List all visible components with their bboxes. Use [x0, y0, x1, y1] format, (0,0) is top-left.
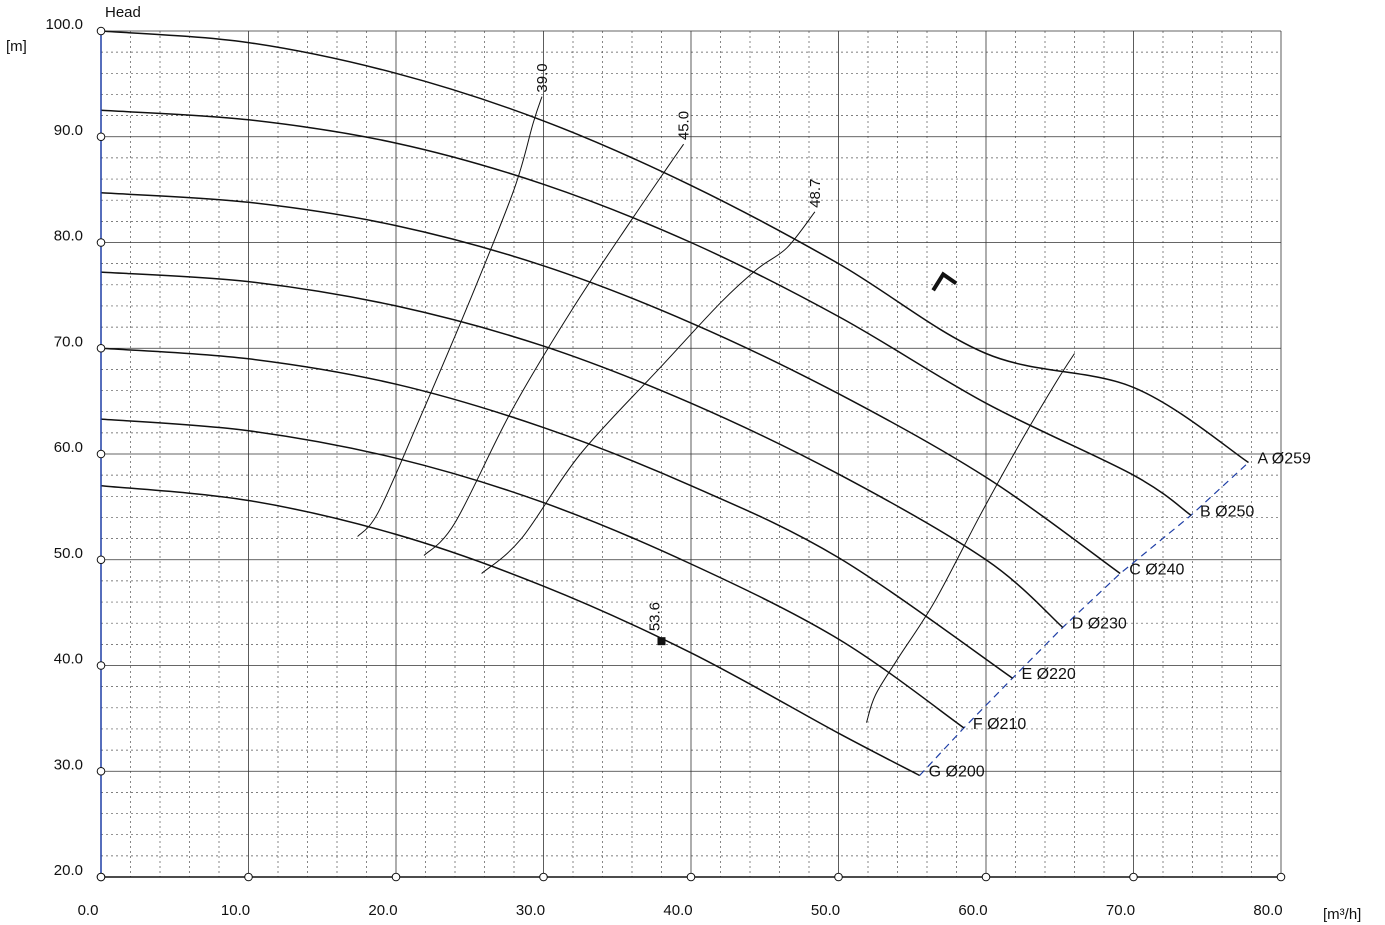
efficiency-contour-line: [866, 353, 1075, 723]
y-tick-marker: [96, 343, 106, 353]
x-tick-label: 70.0: [1106, 902, 1135, 919]
x-tick-label: 40.0: [663, 902, 692, 919]
tick-labels: 20.0 30.0 40.0 50.0 60.0 70.0 80.0 90.0 100.0 0.0…: [45, 16, 1282, 919]
x-tick-marker: [1276, 872, 1286, 882]
impeller-curve-label: D Ø230: [1072, 615, 1127, 632]
impeller-curve-line: [100, 192, 1121, 575]
operating-point-marker: [657, 637, 666, 646]
impeller-curves: A Ø259 B Ø250 C Ø240 D Ø230 E Ø220 F Ø210 G Ø2…: [100, 30, 1311, 780]
impeller-curve-label: G Ø200: [929, 763, 985, 780]
operating-point-label: 53.6: [647, 602, 664, 631]
impeller-curve-line: [100, 347, 1013, 679]
y-tick-marker: [96, 238, 106, 247]
axes: [96, 26, 1286, 882]
efficiency-contour-line: [481, 211, 816, 574]
efficiency-contour-label: 48.7: [807, 179, 824, 208]
y-tick-marker: [96, 26, 106, 36]
impeller-curve-line: [100, 109, 1192, 516]
y-tick-marker: [96, 766, 106, 776]
x-tick-marker: [539, 872, 548, 882]
x-tick-marker: [834, 872, 843, 882]
y-tick-label: 70.0: [54, 333, 83, 350]
x-tick-marker: [96, 872, 106, 882]
efficiency-contour-line: [423, 143, 685, 556]
y-axis-unit: [m]: [6, 38, 27, 55]
efficiency-contour-line: [357, 96, 543, 537]
y-axis-label: Head: [105, 4, 141, 21]
efficiency-contour-label: 39.0: [534, 63, 551, 92]
x-tick-marker: [981, 872, 991, 882]
x-tick-label: 80.0: [1253, 902, 1282, 919]
impeller-curve-label: A Ø259: [1258, 450, 1311, 467]
x-tick-marker: [686, 872, 696, 882]
y-tick-marker: [96, 661, 106, 670]
y-tick-label: 90.0: [54, 122, 83, 139]
x-tick-label: 10.0: [221, 902, 250, 919]
impeller-curve-label: F Ø210: [973, 716, 1026, 733]
y-tick-label: 60.0: [54, 439, 83, 456]
x-axis-unit: [m³/h]: [1323, 906, 1361, 923]
arrow-cursor-icon: [931, 271, 958, 292]
impeller-curve-line: [100, 271, 1064, 628]
y-tick-label: 30.0: [54, 756, 83, 773]
x-tick-label: 30.0: [516, 902, 545, 919]
y-tick-label: 20.0: [54, 862, 83, 879]
y-tick-marker: [96, 555, 106, 565]
y-tick-marker: [96, 132, 106, 142]
impeller-curve-label: B Ø250: [1200, 503, 1254, 520]
x-tick-label: 50.0: [811, 902, 840, 919]
x-tick-marker: [1129, 872, 1138, 882]
impeller-curve-line: [100, 30, 1249, 464]
impeller-curve-line: [100, 484, 920, 777]
x-tick-label: 0.0: [78, 902, 99, 919]
y-tick-label: 100.0: [45, 16, 83, 33]
y-tick-label: 40.0: [54, 651, 83, 668]
x-tick-label: 20.0: [368, 902, 397, 919]
y-tick-label: 80.0: [54, 228, 83, 245]
y-tick-label: 50.0: [54, 545, 83, 562]
x-tick-marker: [244, 872, 253, 882]
efficiency-contour-label: 45.0: [676, 111, 693, 140]
impeller-curve-line: [100, 418, 965, 729]
impeller-curve-label: E Ø220: [1022, 666, 1076, 683]
x-tick-label: 60.0: [958, 902, 987, 919]
impeller-curve-label: C Ø240: [1129, 561, 1184, 578]
efficiency-contours: 39.0 45.0 48.7: [357, 63, 1075, 723]
y-tick-marker: [96, 449, 106, 459]
annotations: 53.6: [647, 271, 958, 646]
x-tick-marker: [391, 872, 401, 882]
